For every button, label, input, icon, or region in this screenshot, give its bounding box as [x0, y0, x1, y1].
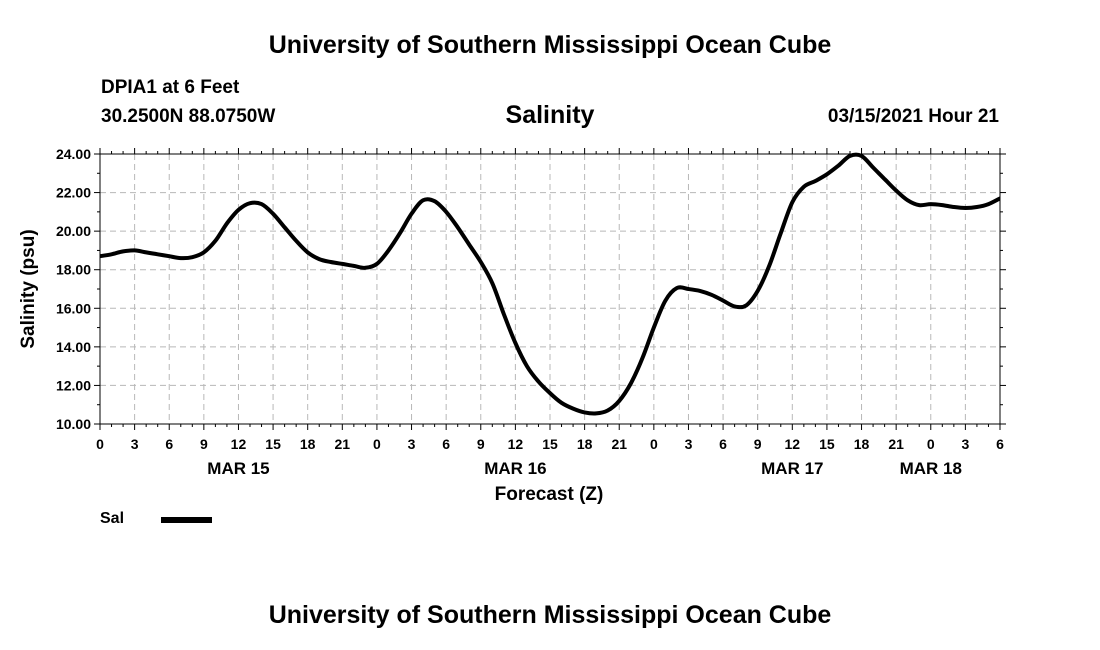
x-tick-label: 12 [508, 436, 524, 452]
forecast-timestamp: 03/15/2021 Hour 21 [827, 106, 999, 127]
x-tick-label: 15 [819, 436, 835, 452]
x-tick-label: 3 [961, 436, 969, 452]
x-tick-label: 6 [996, 436, 1004, 452]
x-tick-label: 12 [231, 436, 247, 452]
date-label: MAR 17 [761, 459, 823, 478]
x-tick-label: 21 [335, 436, 351, 452]
x-tick-label: 3 [131, 436, 139, 452]
y-tick-label: 22.00 [56, 185, 91, 201]
footer-title: University of Southern Mississippi Ocean… [268, 601, 832, 629]
x-tick-label: 15 [265, 436, 281, 452]
legend-label: Sal [100, 510, 125, 527]
x-tick-label: 21 [888, 436, 904, 452]
date-label: MAR 18 [900, 459, 962, 478]
y-tick-label: 18.00 [56, 262, 91, 278]
x-tick-label: 0 [96, 436, 104, 452]
plot-frame [99, 153, 1001, 425]
station-label: DPIA1 at 6 Feet [101, 77, 240, 98]
x-tick-label: 0 [650, 436, 658, 452]
date-label: MAR 16 [484, 459, 546, 478]
x-tick-label: 3 [408, 436, 416, 452]
y-tick-label: 20.00 [56, 223, 91, 239]
x-tick-label: 0 [373, 436, 381, 452]
salinity-series-line [100, 152, 1000, 416]
x-tick-label: 6 [165, 436, 173, 452]
y-tick-label: 24.00 [56, 146, 91, 162]
x-tick-label: 21 [611, 436, 627, 452]
x-tick-label: 9 [200, 436, 208, 452]
x-tick-label: 18 [854, 436, 870, 452]
x-axis-tick-labels: 0 3 6 9 12 15 18 21 0 3 6 9 12 15 18 21 0 3 6 9 12 15 18 21 0 3 6 [96, 436, 1004, 452]
y-tick-label: 16.00 [56, 300, 91, 316]
date-labels: MAR 15 MAR 16 MAR 17 MAR 18 [207, 459, 962, 478]
x-tick-label: 18 [577, 436, 593, 452]
x-tick-label: 9 [754, 436, 762, 452]
y-tick-label: 12.00 [56, 377, 91, 393]
chart-title: Salinity [505, 101, 595, 129]
x-tick-label: 6 [719, 436, 727, 452]
x-tick-label: 18 [300, 436, 316, 452]
x-tick-label: 15 [542, 436, 558, 452]
x-tick-label: 12 [785, 436, 801, 452]
coordinates-label: 30.2500N 88.0750W [101, 106, 276, 127]
x-tick-label: 9 [477, 436, 485, 452]
page-title: University of Southern Mississippi Ocean… [268, 31, 832, 59]
y-tick-label: 14.00 [56, 339, 91, 355]
x-tick-label: 3 [685, 436, 693, 452]
x-tick-label: 6 [442, 436, 450, 452]
y-axis-label: Salinity (psu) [18, 229, 39, 348]
date-label: MAR 15 [207, 459, 269, 478]
legend-line-swatch [161, 517, 212, 523]
x-axis-label: Forecast (Z) [495, 484, 604, 505]
y-axis-tick-labels: 10.00 12.00 14.00 16.00 18.00 20.00 22.00 24.00 [56, 146, 91, 432]
x-tick-label: 0 [927, 436, 935, 452]
grid [100, 154, 1000, 424]
y-tick-label: 10.00 [56, 416, 91, 432]
